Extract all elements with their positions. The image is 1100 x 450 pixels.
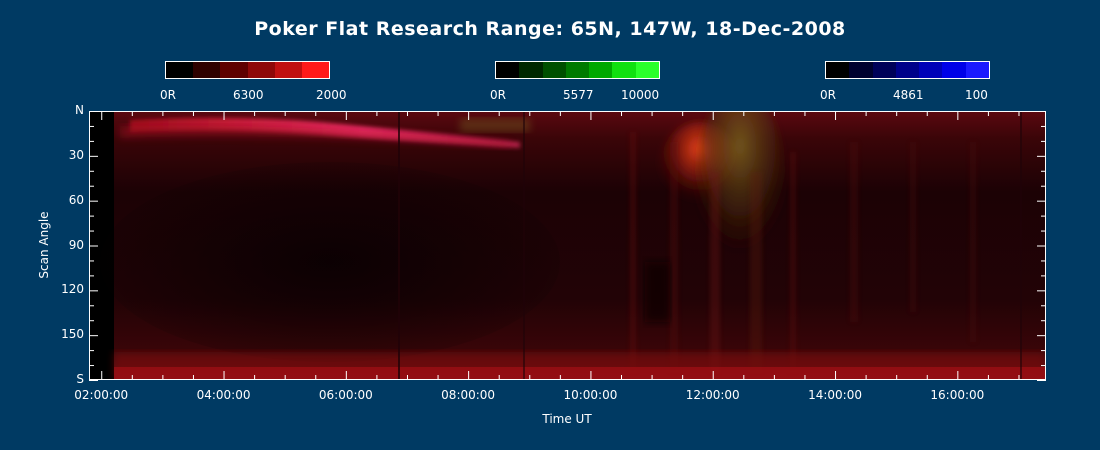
colorbar-4861-segment: [826, 62, 850, 78]
colorbar-4861: [825, 61, 990, 79]
x-axis-label: Time UT: [542, 412, 592, 426]
colorbar-6300-segment: [274, 62, 302, 78]
colorbar-5577-segment: [542, 62, 566, 78]
colorbar-5577-max-label: 10000: [621, 88, 660, 102]
colorbar-5577-name-label: 5577: [563, 88, 594, 102]
colorbar-4861-segment: [965, 62, 989, 78]
colorbar-4861-segment: [919, 62, 943, 78]
y-axis-label: Scan Angle: [37, 211, 51, 279]
colorbar-6300-min-label: 0R: [160, 88, 176, 102]
y-tick-label: 60: [68, 192, 84, 207]
keogram-image: [90, 112, 1045, 379]
colorbar-6300: [165, 61, 330, 79]
colorbar-5577-min-label: 0R: [490, 88, 506, 102]
colorbar-6300-segment: [220, 62, 248, 78]
y-tick-label: 90: [68, 237, 84, 252]
colorbar-5577-segment: [565, 62, 590, 78]
colorbar-4861-segment: [872, 62, 896, 78]
y-tick-label: 30: [68, 147, 84, 162]
colorbar-4861-max-label: 100: [965, 88, 988, 102]
colorbar-6300-name-label: 6300: [233, 88, 264, 102]
y-tick-label: 150: [61, 327, 84, 342]
colorbar-5577-segment: [519, 62, 543, 78]
colorbar-4861-name-label: 4861: [893, 88, 924, 102]
colorbar-6300-max-label: 2000: [316, 88, 347, 102]
x-tick-label: 10:00:00: [563, 388, 618, 402]
colorbar-5577: [495, 61, 660, 79]
x-tick-label: 16:00:00: [930, 388, 985, 402]
chart-title: Poker Flat Research Range: 65N, 147W, 18…: [254, 18, 846, 40]
keogram-plot-area: [89, 111, 1046, 380]
colorbar-6300-segment: [166, 62, 194, 78]
colorbar-4861-segment: [849, 62, 873, 78]
y-tick-label: N: [75, 103, 84, 117]
colorbar-5577-segment: [496, 62, 520, 78]
colorbar-5577-segment: [635, 62, 659, 78]
x-tick-label: 02:00:00: [74, 388, 129, 402]
colorbar-4861-segment: [895, 62, 920, 78]
x-tick-label: 04:00:00: [196, 388, 251, 402]
x-tick-label: 14:00:00: [808, 388, 862, 402]
colorbar-6300-segment: [247, 62, 275, 78]
x-tick-label: 12:00:00: [685, 388, 740, 402]
colorbar-4861-min-label: 0R: [820, 88, 836, 102]
colorbar-5577-segment: [589, 62, 613, 78]
y-tick-label: S: [76, 372, 84, 386]
colorbar-5577-segment: [612, 62, 636, 78]
x-tick-label: 08:00:00: [441, 388, 496, 402]
colorbar-6300-segment: [301, 62, 330, 78]
y-tick-label: 120: [61, 282, 84, 297]
colorbar-4861-segment: [942, 62, 966, 78]
x-tick-label: 06:00:00: [318, 388, 373, 402]
colorbar-6300-segment: [193, 62, 221, 78]
